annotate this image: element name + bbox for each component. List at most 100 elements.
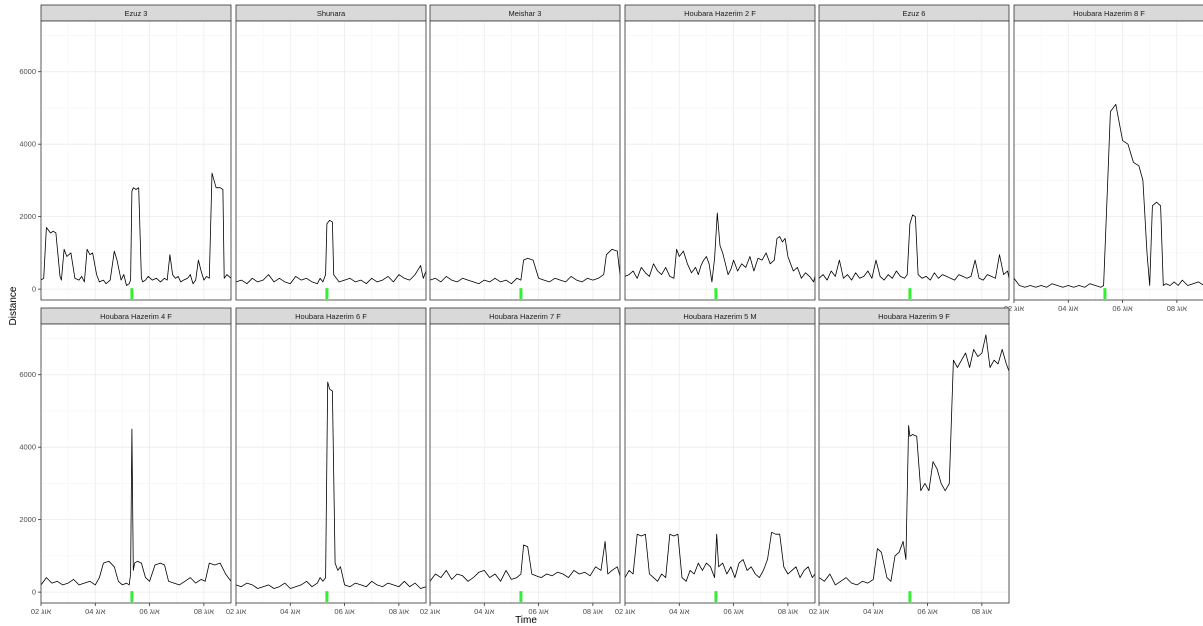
facet-panel: Meishar 3 <box>429 4 621 301</box>
facet-strip-label: Houbara Hazerim 8 F <box>1073 9 1145 18</box>
x-tick-label: 06 אוג <box>723 607 744 616</box>
event-marker <box>519 288 523 299</box>
panel-border <box>818 20 1010 301</box>
x-tick-label: 04 אוג <box>669 607 690 616</box>
y-tick-label: 0 <box>32 588 36 597</box>
x-tick-label: 06 אוג <box>528 607 549 616</box>
facet-panel: Houbara Hazerim 2 F <box>624 4 816 301</box>
facet-panel: Shunara <box>235 4 427 301</box>
x-tick-label: 02 אוג <box>226 607 247 616</box>
x-tick-label: 08 אוג <box>972 607 993 616</box>
facet-panels: Ezuz 3 Shunara Meishar 3 Houbara Hazerim 2 … <box>31 4 1203 616</box>
y-axis-title: Distance <box>8 286 19 325</box>
x-tick-label: 04 אוג <box>280 607 301 616</box>
panel-border <box>429 323 621 604</box>
x-tick-label: 06 אוג <box>1112 304 1133 313</box>
panel-background <box>430 21 620 300</box>
event-marker <box>714 591 718 602</box>
panel-background <box>236 21 426 300</box>
x-tick-label: 04 אוג <box>85 607 106 616</box>
series-line <box>40 428 232 586</box>
x-tick-label: 02 אוג <box>809 607 830 616</box>
facet-strip-label: Houbara Hazerim 9 F <box>878 312 950 321</box>
facet-panel: Houbara Hazerim 8 F 02 אוג 04 אוג 06 אוג 08 … <box>1004 4 1203 313</box>
panel-border <box>624 20 816 301</box>
x-axis: 02 אוג 04 אוג 06 אוג 08 אוג <box>31 603 214 616</box>
panel-border <box>624 323 816 604</box>
series-line <box>429 248 621 285</box>
facet-strip-label: Houbara Hazerim 4 F <box>100 312 172 321</box>
panel-background <box>819 324 1009 603</box>
x-tick-label: 02 אוג <box>420 607 441 616</box>
panel-background <box>41 21 231 300</box>
facet-panel: Houbara Hazerim 7 F 02 אוג 04 אוג 06 אוג 08 … <box>420 307 621 616</box>
x-tick-label: 04 אוג <box>863 607 884 616</box>
event-marker <box>908 591 912 602</box>
panel-border <box>235 323 427 604</box>
event-marker <box>325 591 329 602</box>
facet-panel: Houbara Hazerim 9 F 02 אוג 04 אוג 06 אוג 08 … <box>809 307 1010 616</box>
series-line <box>235 381 427 589</box>
panel-background <box>41 324 231 603</box>
x-tick-label: 06 אוג <box>139 607 160 616</box>
facet-strip-label: Houbara Hazerim 7 F <box>489 312 561 321</box>
x-tick-label: 06 אוג <box>334 607 355 616</box>
facet-panel: Houbara Hazerim 6 F 02 אוג 04 אוג 06 אוג 08 … <box>226 307 427 616</box>
series-line <box>818 214 1010 281</box>
x-axis: 02 אוג 04 אוג 06 אוג 08 אוג <box>1004 300 1187 313</box>
series-line <box>624 212 816 283</box>
panel-background <box>236 324 426 603</box>
panel-background <box>625 324 815 603</box>
facet-strip-label: Houbara Hazerim 2 F <box>684 9 756 18</box>
x-axis: 02 אוג 04 אוג 06 אוג 08 אוג <box>809 603 992 616</box>
panel-border <box>429 20 621 301</box>
series-line <box>40 172 232 286</box>
x-tick-label: 06 אוג <box>917 607 938 616</box>
panel-border <box>1013 20 1203 301</box>
event-marker <box>908 288 912 299</box>
x-axis: 02 אוג 04 אוג 06 אוג 08 אוג <box>615 603 798 616</box>
event-marker <box>519 591 523 602</box>
x-tick-label: 08 אוג <box>389 607 410 616</box>
panel-border <box>40 20 232 301</box>
y-tick-label: 4000 <box>19 443 36 452</box>
facet-panel: Ezuz 3 <box>40 4 232 301</box>
panel-grid <box>40 21 232 300</box>
x-tick-label: 02 אוג <box>615 607 636 616</box>
series-line <box>818 334 1010 586</box>
x-tick-label: 08 אוג <box>583 607 604 616</box>
series-line <box>1013 103 1203 288</box>
y-tick-label: 4000 <box>19 140 36 149</box>
panel-background <box>430 324 620 603</box>
x-tick-label: 04 אוג <box>474 607 495 616</box>
y-tick-label: 6000 <box>19 67 36 76</box>
y-tick-label: 6000 <box>19 370 36 379</box>
series-line <box>429 541 621 582</box>
facet-strip-label: Ezuz 6 <box>903 9 926 18</box>
facet-panel: Ezuz 6 <box>818 4 1010 301</box>
event-marker <box>130 288 134 299</box>
event-marker <box>714 288 718 299</box>
facet-strip-label: Houbara Hazerim 6 F <box>295 312 367 321</box>
x-tick-label: 02 אוג <box>31 607 52 616</box>
facet-strip-label: Houbara Hazerim 5 M <box>683 312 756 321</box>
x-tick-label: 08 אוג <box>778 607 799 616</box>
y-tick-label: 2000 <box>19 212 36 221</box>
series-line <box>235 219 427 285</box>
y-tick-label: 2000 <box>19 515 36 524</box>
event-marker <box>130 591 134 602</box>
facet-strip-label: Shunara <box>317 9 346 18</box>
facet-strip-label: Meishar 3 <box>509 9 542 18</box>
panel-border <box>818 323 1010 604</box>
x-tick-label: 02 אוג <box>1004 304 1025 313</box>
x-tick-label: 08 אוג <box>1167 304 1188 313</box>
series-line <box>624 531 816 582</box>
x-tick-label: 04 אוג <box>1058 304 1079 313</box>
x-axis: 02 אוג 04 אוג 06 אוג 08 אוג <box>420 603 603 616</box>
facet-strip-label: Ezuz 3 <box>125 9 148 18</box>
event-marker <box>325 288 329 299</box>
x-tick-label: 08 אוג <box>194 607 215 616</box>
panel-border <box>40 323 232 604</box>
panel-background <box>625 21 815 300</box>
